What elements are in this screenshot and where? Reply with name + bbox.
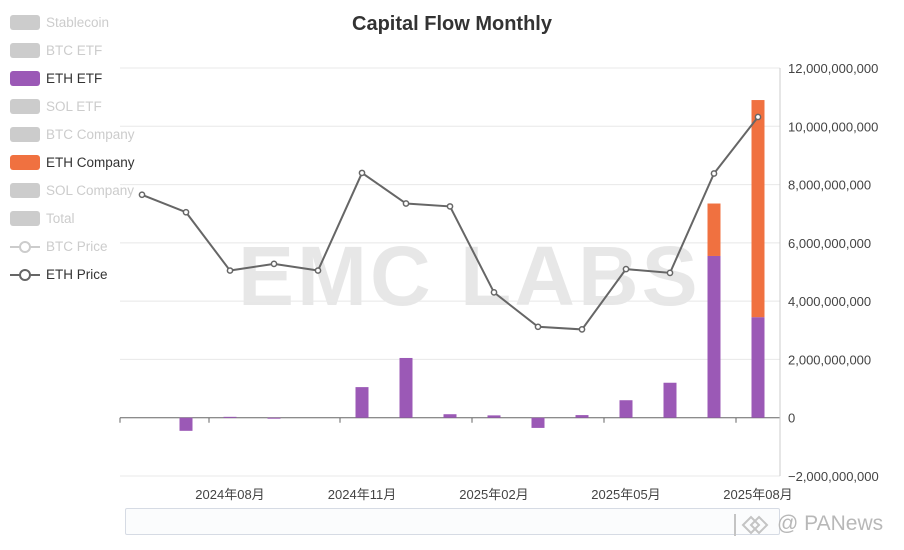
- legend-swatch: [10, 211, 40, 226]
- bar-eth-company: [707, 203, 721, 256]
- legend-swatch: [10, 127, 40, 142]
- line-eth-price: [141, 116, 759, 331]
- line-point: [666, 269, 674, 277]
- legend-swatch: [10, 43, 40, 58]
- bar-eth-etf: [487, 415, 501, 418]
- x-tick-label: 2024年08月: [195, 487, 264, 502]
- y-tick-label: 10,000,000,000: [788, 119, 878, 134]
- y-tick-label: 2,000,000,000: [788, 352, 871, 367]
- legend-line-icon: [10, 241, 40, 253]
- line-point: [754, 113, 762, 121]
- bar-eth-etf: [619, 400, 633, 418]
- legend-line-icon: [10, 269, 40, 281]
- line-point: [490, 289, 498, 296]
- line-point: [226, 267, 234, 274]
- datazoom-slider[interactable]: [125, 508, 780, 535]
- x-tick-label: 2025年05月: [591, 487, 660, 502]
- legend-swatch: [10, 71, 40, 86]
- legend-label: BTC Company: [46, 127, 135, 142]
- line-point: [314, 267, 322, 274]
- legend-swatch: [10, 15, 40, 30]
- legend-label: BTC Price: [46, 239, 108, 254]
- line-point: [578, 326, 586, 333]
- x-tick-label: 2025年02月: [459, 487, 528, 502]
- bar-eth-etf: [355, 387, 369, 418]
- line-point: [138, 191, 146, 199]
- y-tick-label: 0: [788, 411, 795, 426]
- line-point: [622, 265, 630, 273]
- bar-eth-etf: [575, 415, 589, 418]
- bar-eth-etf: [443, 414, 457, 418]
- bar-eth-etf: [267, 417, 281, 419]
- y-tick-label: 12,000,000,000: [788, 61, 878, 76]
- legend-label: BTC ETF: [46, 43, 103, 58]
- bar-eth-etf: [399, 357, 413, 418]
- line-point: [534, 323, 542, 331]
- y-tick-label: 8,000,000,000: [788, 178, 871, 193]
- x-tick-label: 2024年11月: [328, 487, 396, 502]
- legend-label: SOL ETF: [46, 99, 102, 114]
- legend-label: Total: [46, 211, 75, 226]
- x-tick-label: 2025年08月: [723, 487, 792, 502]
- bar-eth-etf: [707, 255, 721, 418]
- legend-swatch: [10, 155, 40, 170]
- legend-item-eth-company[interactable]: ETH Company: [10, 153, 180, 171]
- legend-label: SOL Company: [46, 183, 135, 198]
- y-tick-label: 6,000,000,000: [788, 236, 871, 251]
- line-point: [402, 200, 410, 207]
- brand-text: @ PANews: [777, 512, 884, 535]
- legend-item-btc-price[interactable]: BTC Price: [10, 237, 180, 255]
- panews-logo-icon: [734, 514, 769, 536]
- chart-title: Capital Flow Monthly: [352, 13, 552, 35]
- legend-item-sol-company[interactable]: SOL Company: [10, 181, 180, 199]
- legend-item-stablecoin[interactable]: Stablecoin: [10, 13, 180, 31]
- bar-eth-etf: [223, 416, 237, 418]
- legend-item-eth-etf[interactable]: ETH ETF: [10, 69, 180, 87]
- line-point: [358, 169, 366, 177]
- y-tick-label: −2,000,000,000: [788, 469, 879, 484]
- line-point: [182, 208, 190, 216]
- bar-eth-etf: [531, 417, 545, 428]
- line-point: [446, 203, 454, 210]
- brand-logo: @ PANews: [727, 510, 897, 540]
- legend-item-total[interactable]: Total: [10, 209, 180, 227]
- legend-swatch: [10, 99, 40, 114]
- bar-eth-company: [751, 100, 765, 318]
- legend-label: ETH Company: [46, 155, 135, 170]
- bar-eth-etf: [179, 417, 193, 431]
- bar-eth-etf: [663, 382, 677, 418]
- legend-item-btc-company[interactable]: BTC Company: [10, 125, 180, 143]
- legend-label: Stablecoin: [46, 15, 110, 30]
- legend-item-eth-price[interactable]: ETH Price: [10, 265, 180, 283]
- legend-swatch: [10, 183, 40, 198]
- legend-label: ETH Price: [46, 267, 108, 282]
- bar-eth-etf: [751, 317, 765, 418]
- legend-item-sol-etf[interactable]: SOL ETF: [10, 97, 180, 115]
- line-point: [270, 260, 278, 268]
- legend-item-btc-etf[interactable]: BTC ETF: [10, 41, 180, 59]
- legend-label: ETH ETF: [46, 71, 103, 86]
- line-point: [710, 170, 718, 177]
- y-tick-label: 4,000,000,000: [788, 294, 871, 309]
